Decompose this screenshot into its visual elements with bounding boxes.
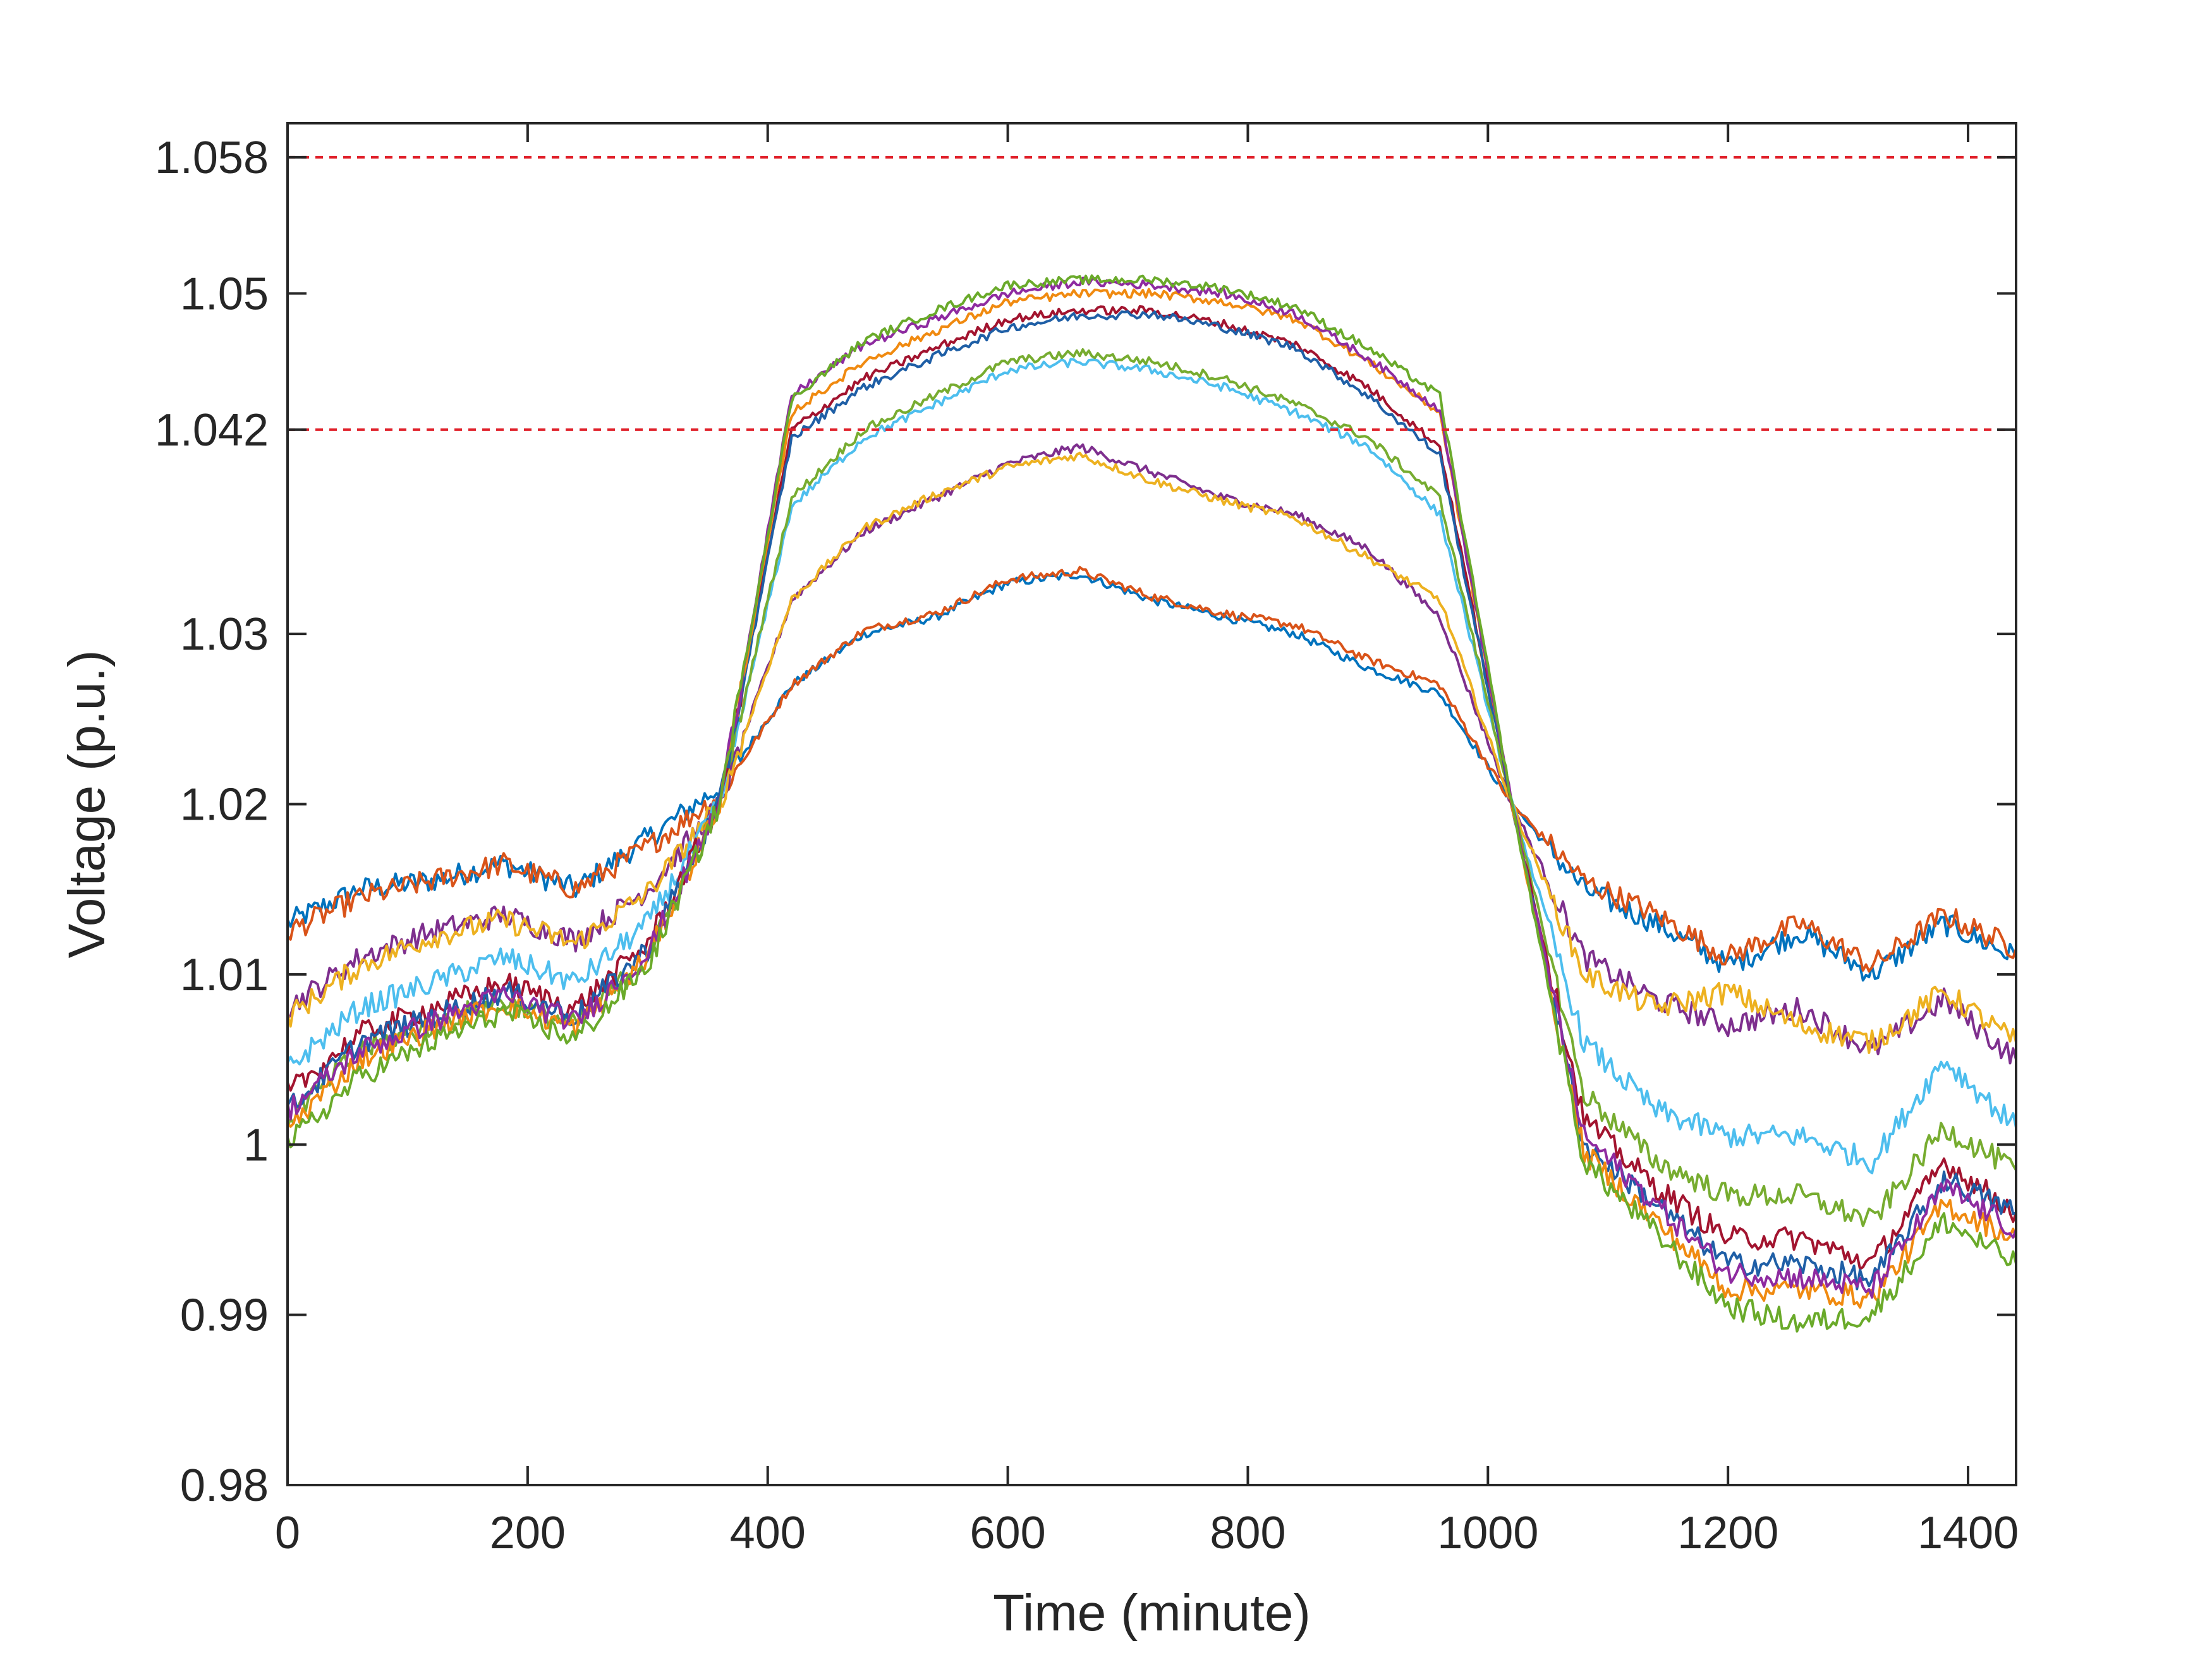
y-tick-label: 1 (243, 1120, 269, 1170)
y-tick-label: 1.05 (180, 269, 269, 319)
x-tick-label: 1400 (1917, 1508, 2019, 1558)
series-line-5 (286, 358, 2017, 1175)
x-tick-label: 400 (730, 1508, 806, 1558)
series-line-6 (286, 348, 2017, 1227)
y-tick-label: 0.98 (180, 1460, 269, 1511)
y-tick-label: 1.058 (155, 133, 269, 183)
series-line-3 (286, 443, 2017, 1065)
x-tick-label: 600 (970, 1508, 1046, 1558)
y-axis-title: Voltage (p.u.) (58, 650, 116, 959)
x-tick-label: 1200 (1677, 1508, 1778, 1558)
series-line-7 (286, 305, 2017, 1270)
series-line-11 (286, 274, 2017, 1333)
x-tick-label: 200 (490, 1508, 566, 1558)
series-line-1 (286, 572, 2017, 982)
axis-ticks: 0 200 400 600 800 1000 1200 1400 0.98 0.99 1 1.01 1.… (155, 123, 2019, 1558)
y-tick-label: 1.03 (180, 609, 269, 660)
y-tick-label: 0.99 (180, 1290, 269, 1341)
series-line-9 (286, 288, 2017, 1309)
series-line-10 (286, 276, 2017, 1299)
series-line-8 (286, 310, 2017, 1290)
y-tick-label: 1.042 (155, 405, 269, 456)
x-tick-label: 1000 (1437, 1508, 1538, 1558)
y-tick-label: 1.01 (180, 950, 269, 1000)
x-axis-title: Time (minute) (993, 1584, 1311, 1642)
reference-lines (288, 155, 2016, 431)
x-tick-label: 0 (275, 1508, 300, 1558)
series-line-2 (286, 566, 2017, 973)
series-layer (286, 274, 2017, 1333)
y-tick-label: 1.02 (180, 780, 269, 830)
series-line-4 (286, 451, 2017, 1054)
x-tick-label: 800 (1210, 1508, 1285, 1558)
